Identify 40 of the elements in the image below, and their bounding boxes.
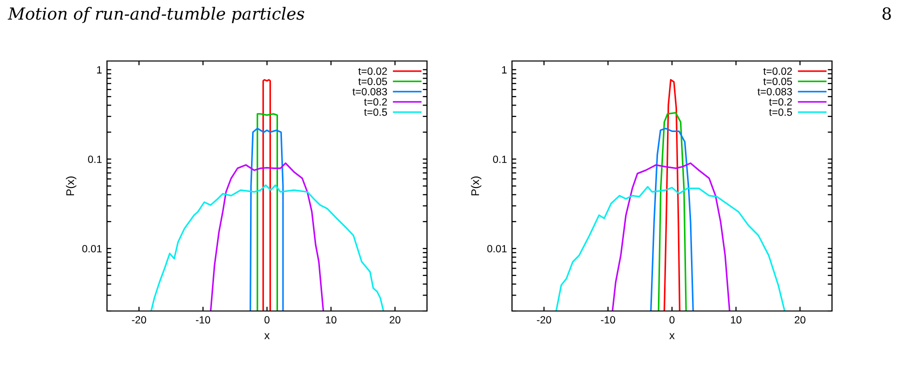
x-tick-label: -20 (132, 316, 146, 324)
legend-label: t=0.2 (364, 98, 387, 106)
line-series (150, 184, 384, 311)
legend-label: t=0.05 (763, 78, 792, 86)
y-tick-label: 0.01 (487, 245, 507, 252)
line-series (650, 128, 694, 311)
line-series (664, 79, 680, 311)
y-axis-title: P(x) (66, 176, 76, 196)
x-axis-title: x (669, 333, 675, 340)
y-tick-label: 0.1 (493, 156, 507, 163)
y-tick-label: 0.1 (88, 156, 102, 163)
text: 8 (882, 7, 891, 20)
x-tick-label: 20 (390, 316, 400, 324)
y-tick-label: 1 (97, 66, 102, 74)
legend-label: t=0.2 (769, 98, 792, 106)
x-tick-label: -10 (196, 316, 210, 324)
x-axis-title: x (264, 333, 270, 340)
legend-label: t=0.5 (364, 108, 387, 116)
legend-label: t=0.05 (358, 78, 387, 86)
x-tick-label: 10 (326, 316, 336, 324)
legend-label: t=0.083 (758, 88, 792, 96)
legend-label: t=0.083 (352, 88, 387, 96)
legend-label: t=0.02 (763, 68, 792, 75)
line-series (612, 162, 730, 311)
line-series (658, 112, 687, 311)
text: Motion of run-and-tumble particles (8, 6, 304, 24)
x-tick-label: -20 (536, 316, 552, 324)
y-tick-label: 1 (502, 66, 507, 74)
y-axis-title: P(x) (470, 176, 482, 196)
x-tick-label: -10 (600, 316, 616, 324)
x-tick-label: 0 (670, 316, 674, 324)
x-tick-label: 10 (731, 316, 742, 324)
line-series (250, 128, 284, 311)
line-series (555, 186, 786, 311)
legend-label: t=0.5 (769, 108, 792, 116)
line-series (210, 162, 324, 311)
x-tick-label: 0 (264, 316, 270, 324)
x-tick-label: 20 (794, 316, 806, 324)
legend-label: t=0.02 (358, 68, 387, 75)
y-tick-label: 0.01 (82, 245, 102, 252)
